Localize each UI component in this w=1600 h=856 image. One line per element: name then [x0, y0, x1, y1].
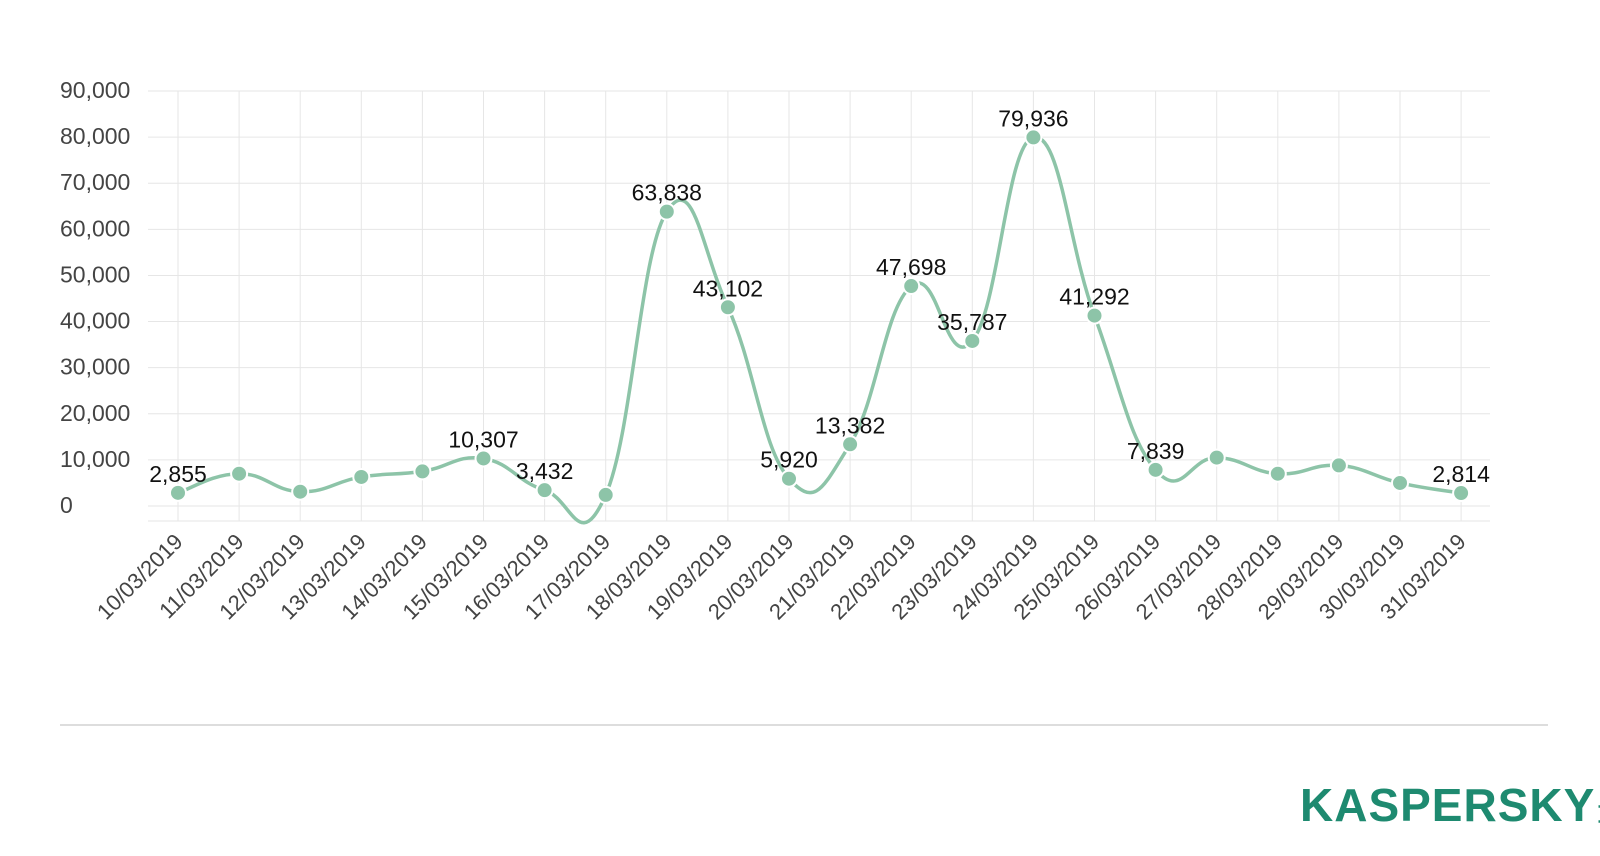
logo-wordmark: KASPERSKY	[1300, 779, 1596, 831]
y-tick-label: 60,000	[60, 215, 130, 241]
data-point	[291, 482, 310, 501]
data-point	[169, 483, 187, 502]
y-tick-label: 20,000	[60, 400, 130, 426]
data-point	[535, 481, 554, 500]
data-label: 2,814	[1432, 461, 1490, 487]
data-label: 41,292	[1059, 284, 1129, 310]
y-tick-label: 80,000	[60, 123, 130, 149]
y-tick-label: 30,000	[60, 354, 130, 380]
data-label: 10,307	[448, 426, 518, 452]
kaspersky-lab-logo: KASPERSKY lab	[1300, 768, 1600, 828]
data-label: 79,936	[998, 105, 1068, 131]
y-axis: 0 10,000 20,000 30,000 40,000 50,000 60,000 70,…	[60, 77, 130, 518]
data-point	[230, 464, 249, 483]
data-point	[841, 435, 860, 454]
y-tick-label: 40,000	[60, 308, 130, 334]
data-label: 3,432	[516, 458, 574, 484]
data-point	[780, 469, 798, 488]
data-point	[1268, 464, 1287, 483]
series-line	[177, 135, 1462, 525]
data-point	[1085, 306, 1104, 325]
data-label: 5,920	[760, 447, 818, 473]
data-point	[1329, 456, 1348, 475]
data-label: 35,787	[937, 309, 1007, 335]
data-point	[1452, 484, 1471, 503]
data-label: 2,855	[149, 461, 207, 487]
data-point	[718, 298, 737, 317]
data-point	[1391, 473, 1409, 492]
y-tick-label: 50,000	[60, 261, 130, 287]
data-label: 47,698	[876, 254, 946, 280]
data-point	[1024, 128, 1043, 147]
data-point	[657, 202, 676, 221]
data-point	[474, 449, 493, 468]
chart-grid	[148, 90, 1490, 522]
y-tick-label: 90,000	[60, 77, 130, 103]
x-axis: 10/03/201911/03/201912/03/201913/03/2019…	[92, 529, 1471, 625]
y-tick-label: 10,000	[60, 446, 130, 472]
data-point	[902, 277, 921, 296]
data-label: 63,838	[632, 180, 702, 206]
y-tick-label: 70,000	[60, 169, 130, 195]
data-label: 43,102	[693, 275, 763, 301]
data-point	[352, 467, 371, 486]
line-chart: 0 10,000 20,000 30,000 40,000 50,000 60,000 70,…	[60, 77, 1490, 625]
data-points	[169, 128, 1471, 504]
data-labels: 2,855 10,307 3,432 63,838 43,102 5,920 13,382 4…	[149, 105, 1490, 487]
data-label: 7,839	[1127, 438, 1185, 464]
data-label: 13,382	[815, 412, 885, 438]
data-point	[1146, 460, 1165, 479]
footer-divider	[60, 724, 1548, 726]
data-point	[413, 462, 432, 481]
data-point	[596, 485, 615, 504]
data-point	[963, 331, 982, 350]
y-tick-label: 0	[60, 492, 73, 518]
data-point	[1207, 448, 1226, 467]
